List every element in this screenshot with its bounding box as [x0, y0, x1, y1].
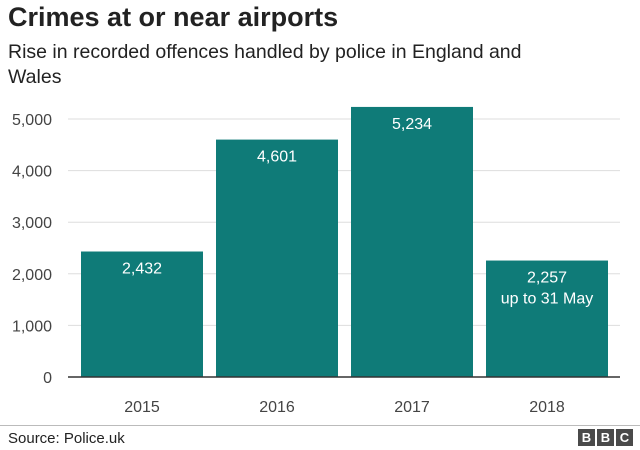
- bar-chart: 0 1,000 2,000 3,000 4,000 5,000 2,432 2015 4,601…: [12, 106, 620, 416]
- data-label: 2,257: [527, 270, 567, 287]
- bar: [351, 106, 473, 377]
- chart-subtitle: Rise in recorded offences handled by pol…: [8, 41, 522, 88]
- y-tick-label: 5,000: [12, 112, 52, 129]
- bbc-logo-letter: B: [597, 429, 614, 446]
- data-label: 5,234: [392, 116, 432, 133]
- chart-title: Crimes at or near airports: [8, 2, 339, 32]
- data-label: 4,601: [257, 149, 297, 166]
- bbc-logo-letter: C: [616, 429, 633, 446]
- x-tick-label: 2017: [394, 399, 430, 416]
- y-tick-label: 2,000: [12, 267, 52, 284]
- source-text: Source: Police.uk: [8, 430, 125, 447]
- footer-divider: [0, 425, 640, 426]
- bar-annotation: up to 31 May: [501, 291, 594, 308]
- data-label: 2,432: [122, 261, 162, 278]
- bar: [81, 251, 203, 377]
- x-tick-label: 2018: [529, 399, 565, 416]
- y-tick-label: 4,000: [12, 164, 52, 181]
- x-tick-label: 2015: [124, 399, 160, 416]
- bbc-logo-letter: B: [578, 429, 595, 446]
- bar: [486, 260, 608, 377]
- bar: [216, 139, 338, 377]
- bbc-logo: B B C: [578, 429, 633, 446]
- x-tick-label: 2016: [259, 399, 295, 416]
- y-tick-label: 1,000: [12, 318, 52, 335]
- y-tick-label: 0: [43, 370, 52, 387]
- y-tick-label: 3,000: [12, 215, 52, 232]
